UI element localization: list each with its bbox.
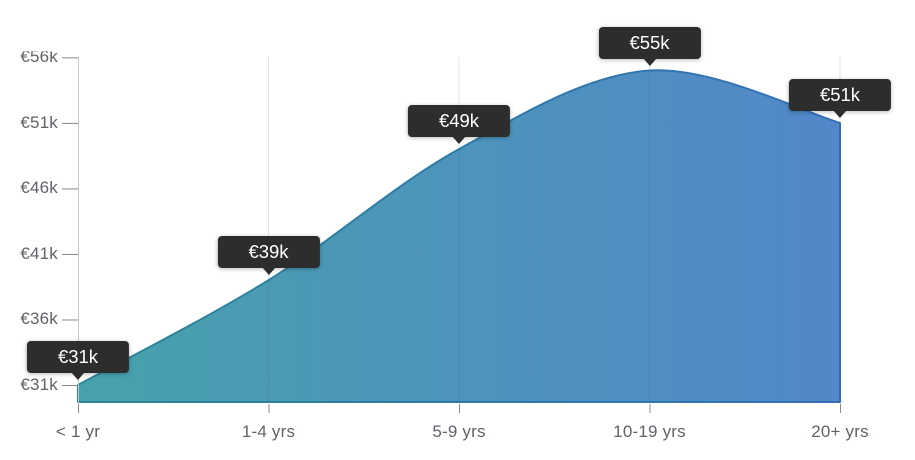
value-tooltip: €39k	[217, 236, 320, 269]
x-tick-label: < 1 yr	[55, 422, 101, 441]
y-tick-label: €51k	[20, 112, 58, 132]
value-tooltip: €51k	[788, 78, 892, 111]
value-tooltip: €49k	[407, 105, 511, 138]
x-tick-label: 20+ yrs	[811, 422, 869, 441]
y-tick-label: €31k	[20, 375, 58, 394]
value-tooltip: €55k	[598, 26, 701, 59]
x-tick-label: 5-9 yrs	[432, 422, 486, 441]
y-tick-label: €36k	[20, 309, 58, 329]
x-tick-label: 10-19 yrs	[613, 422, 686, 441]
salary-area-series[interactable]	[77, 69, 841, 403]
y-tick-label: €41k	[20, 243, 58, 263]
x-tick-label: 1-4 yrs	[241, 422, 296, 441]
y-tick-label: €46k	[20, 178, 58, 198]
y-tick-label: €56k	[20, 47, 58, 67]
value-tooltip: €31k	[26, 341, 130, 373]
